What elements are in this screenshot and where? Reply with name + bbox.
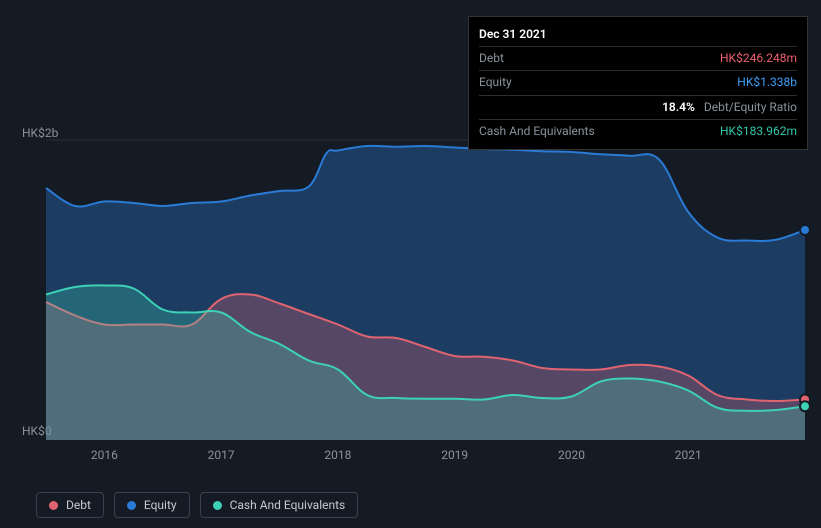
- legend-item-label: Equity: [144, 498, 177, 512]
- legend-item-debt[interactable]: Debt: [36, 492, 104, 518]
- chart-legend: Debt Equity Cash And Equivalents: [18, 482, 376, 528]
- x-axis-labels: 2016 2017 2018 2019 2020 2021: [46, 448, 805, 464]
- legend-item-label: Debt: [66, 498, 91, 512]
- series-end-marker-equity: [800, 225, 810, 235]
- legend-item-cash[interactable]: Cash And Equivalents: [200, 492, 359, 518]
- tooltip-equity-value: HK$1.338b: [737, 73, 797, 92]
- tooltip-date: Dec 31 2021: [479, 25, 547, 44]
- chart-tooltip: Dec 31 2021 Debt HK$246.248m Equity HK$1…: [468, 16, 808, 150]
- chart-svg[interactable]: [46, 140, 805, 440]
- x-tick-label: 2017: [208, 448, 235, 462]
- legend-item-equity[interactable]: Equity: [114, 492, 190, 518]
- tooltip-cash-value: HK$183.962m: [720, 122, 797, 141]
- x-tick-label: 2020: [558, 448, 585, 462]
- legend-dot-icon: [213, 501, 222, 510]
- tooltip-ratio-value: 18.4%: [662, 100, 695, 114]
- legend-item-label: Cash And Equivalents: [230, 498, 346, 512]
- tooltip-debt-label: Debt: [479, 49, 504, 68]
- tooltip-equity-label: Equity: [479, 73, 512, 92]
- series-end-marker-cash: [800, 401, 810, 411]
- legend-dot-icon: [127, 501, 136, 510]
- x-tick-label: 2018: [324, 448, 351, 462]
- x-tick-label: 2019: [441, 448, 468, 462]
- tooltip-ratio: 18.4% Debt/Equity Ratio: [662, 98, 797, 117]
- tooltip-cash-label: Cash And Equivalents: [479, 122, 595, 141]
- legend-dot-icon: [49, 501, 58, 510]
- chart-plot-area: [46, 140, 805, 440]
- x-tick-label: 2021: [675, 448, 702, 462]
- x-tick-label: 2016: [91, 448, 118, 462]
- tooltip-ratio-label: Debt/Equity Ratio: [704, 100, 797, 114]
- y-axis-label-max: HK$2b: [22, 126, 58, 140]
- tooltip-debt-value: HK$246.248m: [720, 49, 797, 68]
